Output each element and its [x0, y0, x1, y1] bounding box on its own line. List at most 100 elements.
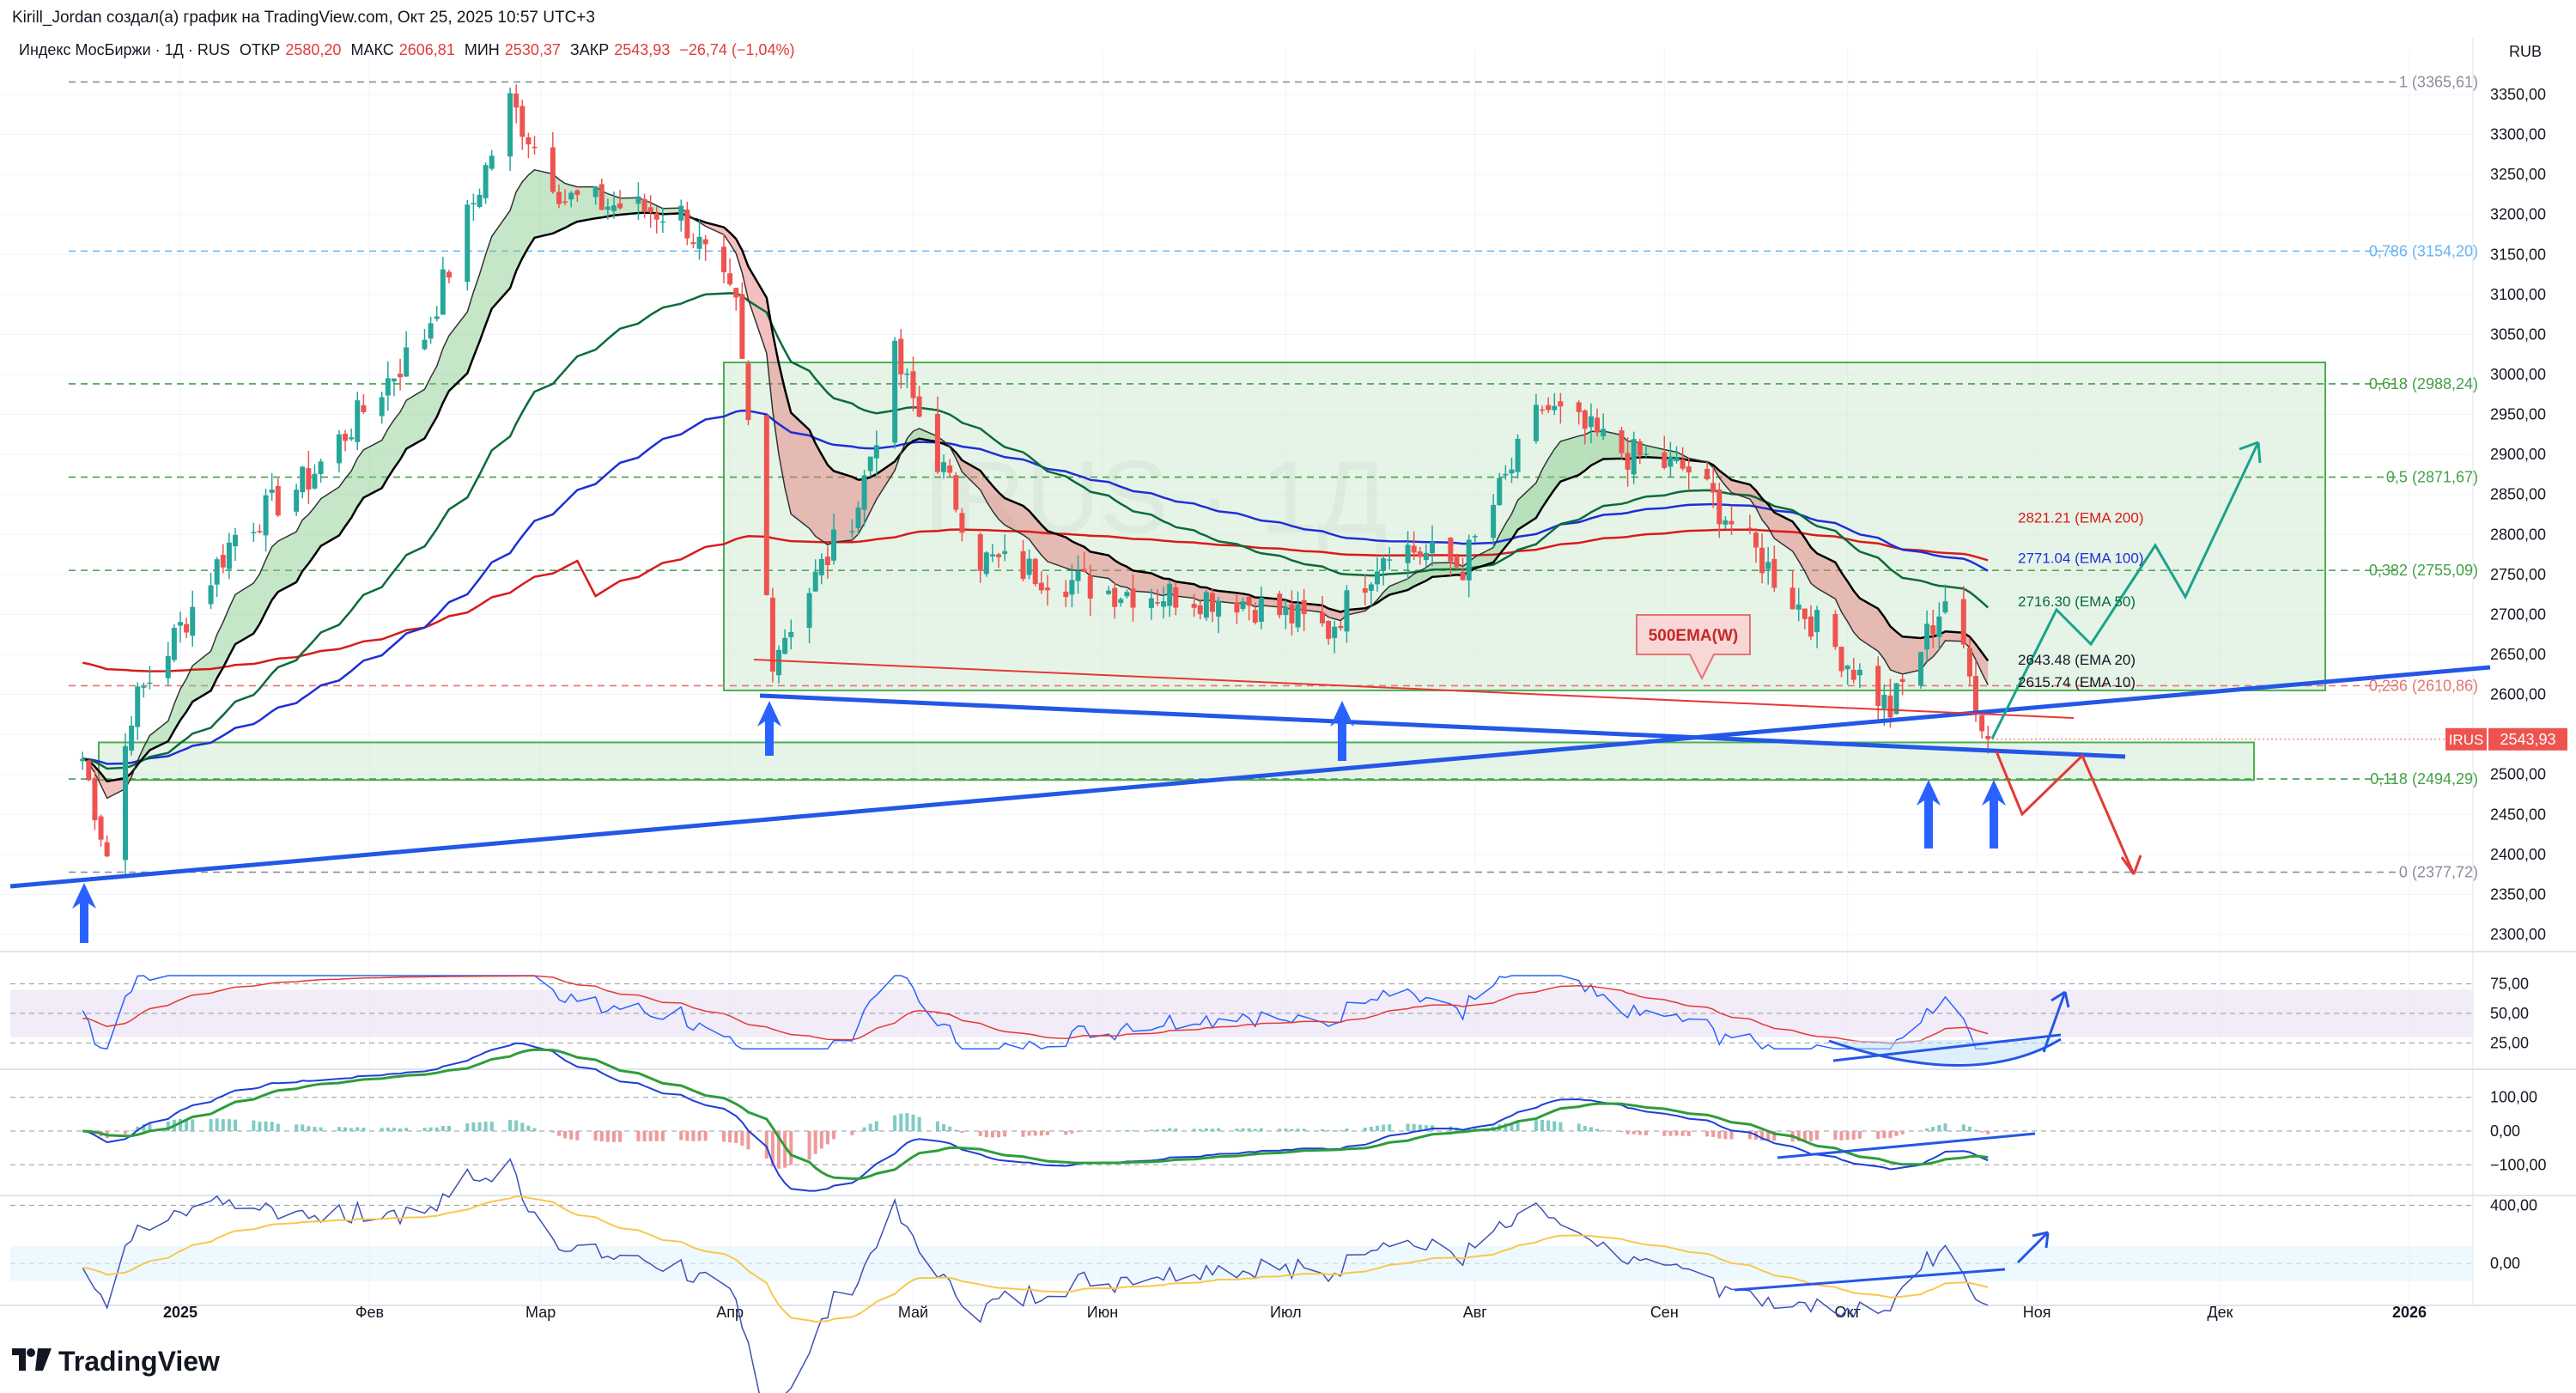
macd-hist-bar: [1198, 1128, 1202, 1131]
candle-body: [574, 190, 580, 195]
ema-ribbon-segment: [1548, 448, 1555, 499]
ema-ribbon-segment: [785, 389, 792, 514]
ema-ribbon-segment: [314, 498, 321, 556]
ema-ribbon-segment: [607, 193, 614, 217]
candle-body: [122, 745, 128, 861]
macd-hist-bar: [1162, 1128, 1166, 1131]
close-value: 2543,93: [614, 41, 671, 58]
candle-body: [1387, 559, 1393, 561]
macd-hist-bar: [1131, 1129, 1135, 1131]
macd-hist-bar: [1595, 1128, 1600, 1131]
ema-ribbon-segment: [1157, 575, 1164, 596]
y-tick-label: 2500,00: [2490, 766, 2546, 783]
candle-body: [1118, 599, 1124, 604]
ema-ribbon-segment: [1517, 483, 1536, 530]
macd-hist-bar: [1637, 1131, 1642, 1135]
ema-ribbon-segment: [302, 514, 309, 572]
macd-hist-bar: [349, 1128, 354, 1131]
candle-body: [190, 606, 196, 636]
candle-body: [1619, 430, 1625, 453]
macd-hist-bar: [868, 1123, 872, 1131]
macd-hist-bar: [1986, 1131, 1990, 1134]
author-line: Kirill_Jordan создал(а) график на Tradin…: [12, 9, 595, 27]
top-bar: Kirill_Jordan создал(а) график на Tradin…: [0, 0, 2576, 38]
y-tick-label: 3300,00: [2490, 126, 2546, 143]
macd-hist-bar: [1943, 1123, 1947, 1131]
candle-body: [1942, 601, 1948, 613]
ascending-trendline: [9, 665, 2491, 889]
candle-body: [1716, 489, 1722, 525]
candle-body: [1710, 483, 1716, 493]
y-tick-label: 3350,00: [2490, 86, 2546, 103]
ema-ribbon-segment: [962, 459, 981, 490]
descending-trendline: [759, 693, 2126, 759]
high-value: 2606,81: [398, 41, 455, 58]
candle-body: [702, 239, 708, 245]
macd-hist-bar: [1845, 1131, 1850, 1141]
macd-hist-bar: [392, 1128, 396, 1131]
macd-hist-bar: [636, 1131, 641, 1141]
candle-body: [214, 559, 220, 585]
candle-body: [892, 340, 898, 443]
macd-hist-bar: [440, 1126, 445, 1131]
macd-hist-bar: [447, 1125, 451, 1131]
instrument-name[interactable]: Индекс МосБиржи · 1Д · RUS: [19, 41, 230, 58]
macd-hist-bar: [209, 1119, 213, 1131]
candle-body: [562, 201, 568, 203]
candle-body: [1154, 602, 1160, 604]
currency-label[interactable]: RUB: [2508, 43, 2542, 60]
candle-body: [1289, 604, 1295, 624]
pane-tick-label: 75,00: [2490, 976, 2529, 993]
ema-ribbon-segment: [1328, 608, 1335, 619]
macd-hist-bar: [605, 1131, 610, 1142]
watermark-text: IRUS · 1Д: [922, 440, 1387, 555]
candle-body: [1759, 547, 1765, 574]
ema-ribbon-segment: [277, 532, 297, 593]
macd-hist-bar: [276, 1123, 280, 1131]
candle-body: [1326, 620, 1332, 639]
arrows: [72, 701, 2006, 943]
candle-body: [1283, 606, 1289, 616]
candle-body: [1277, 593, 1283, 616]
candle-body: [720, 246, 726, 273]
ema-ribbon-segment: [577, 186, 596, 222]
macd-hist-bar: [832, 1131, 836, 1140]
candle-body: [86, 760, 92, 781]
ema-ribbon-segment: [1859, 598, 1879, 652]
tradingview-logo[interactable]: TradingView: [12, 1346, 220, 1378]
macd-hist-bar: [1619, 1131, 1624, 1133]
candle-body: [1807, 616, 1814, 637]
macd-hist-bar: [1174, 1128, 1178, 1131]
candle-body: [1668, 456, 1674, 467]
macd-hist-bar: [1321, 1128, 1325, 1131]
y-tick-label: 3050,00: [2490, 325, 2546, 343]
ema-label: 2615.74 (EMA 10): [2018, 674, 2136, 690]
macd-hist-bar: [1192, 1128, 1196, 1131]
y-tick-label: 2800,00: [2490, 526, 2546, 543]
open-value: 2580,20: [285, 41, 342, 58]
macd-hist-bar: [123, 1131, 127, 1134]
bullish-projection-head: [2239, 441, 2262, 464]
ema-ribbon-segment: [1804, 538, 1811, 584]
macd-hist-bar: [783, 1131, 787, 1168]
macd-hist-bar: [1540, 1120, 1545, 1131]
macd-hist-bar: [911, 1114, 915, 1131]
macd-hist-bar: [1601, 1129, 1606, 1131]
macd-hist-bar: [550, 1131, 555, 1133]
y-tick-label: 3250,00: [2490, 166, 2546, 183]
macd-hist-bar: [1033, 1131, 1037, 1136]
x-tick-label: Авг: [1463, 1304, 1488, 1321]
candle-body: [818, 558, 824, 575]
up-arrow-shape: [1982, 780, 2006, 849]
macd-hist-bar: [1534, 1120, 1538, 1131]
ema-ribbon-segment: [510, 192, 517, 289]
macd-hist-bar: [1967, 1126, 1971, 1131]
ema-ribbon-segment: [485, 236, 492, 325]
candle-body: [385, 378, 391, 396]
ema-ribbon-segment: [1762, 498, 1769, 528]
candle-body: [605, 206, 611, 210]
candle-body: [690, 242, 696, 245]
macd-hist-bar: [1760, 1131, 1765, 1141]
candle-body: [269, 489, 275, 493]
